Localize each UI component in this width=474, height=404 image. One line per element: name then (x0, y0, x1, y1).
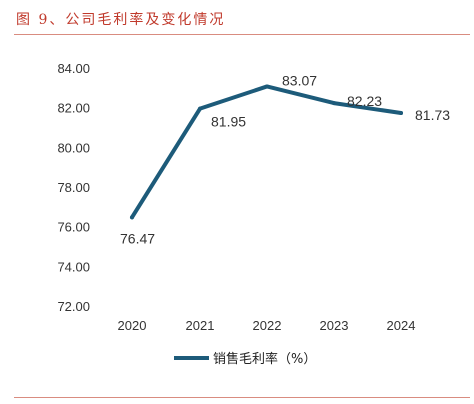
x-tick-label: 2020 (118, 318, 147, 333)
x-tick-label: 2024 (387, 318, 416, 333)
y-axis: 72.00 74.00 76.00 78.00 80.00 82.00 84.00 (57, 61, 90, 314)
y-tick-label: 80.00 (57, 140, 90, 155)
data-label: 76.47 (120, 230, 155, 246)
x-axis: 2020 2021 2022 2023 2024 (118, 318, 416, 333)
y-tick-label: 74.00 (57, 259, 90, 274)
y-tick-label: 76.00 (57, 220, 90, 235)
x-tick-label: 2021 (186, 318, 215, 333)
data-label: 82.23 (347, 93, 382, 109)
data-label: 81.95 (211, 114, 246, 130)
data-point (332, 101, 336, 106)
data-point (198, 106, 202, 111)
data-point (130, 215, 134, 220)
series-group (130, 84, 403, 220)
y-tick-label: 72.00 (57, 299, 90, 314)
data-point (265, 84, 269, 89)
y-tick-label: 84.00 (57, 61, 90, 76)
x-tick-label: 2023 (320, 318, 349, 333)
x-tick-label: 2022 (253, 318, 282, 333)
y-tick-label: 78.00 (57, 180, 90, 195)
y-tick-label: 82.00 (57, 101, 90, 116)
data-labels: 76.47 81.95 83.07 82.23 81.73 (120, 72, 450, 246)
legend-label: 销售毛利率（%） (213, 351, 316, 367)
legend: 销售毛利率（%） (174, 351, 316, 367)
figure-title: 图 9、公司毛利率及变化情况 (16, 12, 226, 28)
bottom-divider (14, 397, 470, 398)
data-point (399, 111, 403, 116)
data-label: 81.73 (415, 107, 450, 123)
title-divider (14, 34, 470, 35)
data-label: 83.07 (282, 72, 317, 88)
